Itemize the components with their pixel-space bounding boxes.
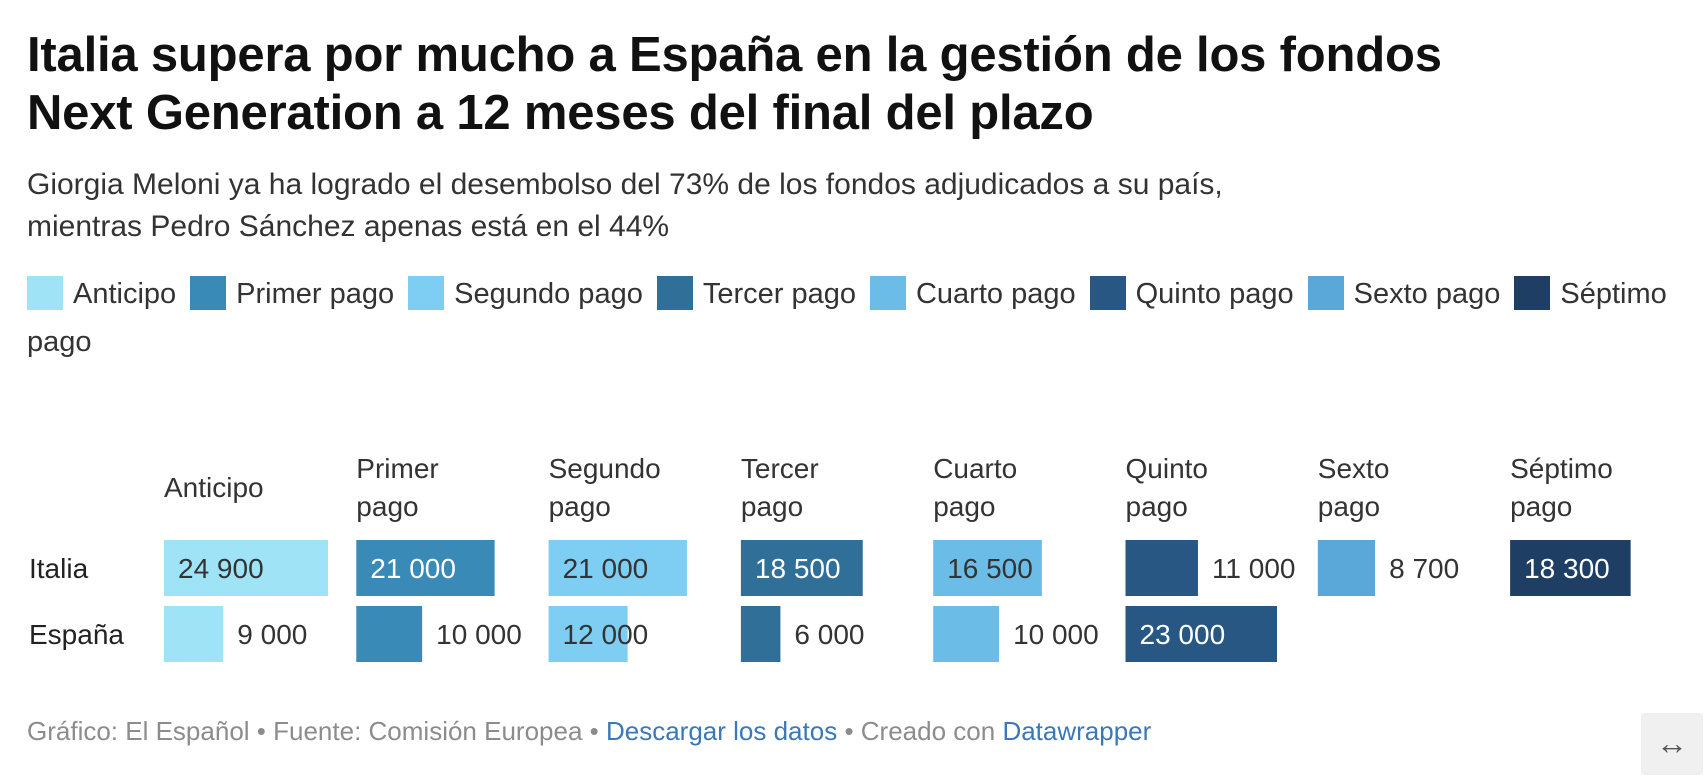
- value-label: 18 500: [755, 553, 841, 584]
- column-header: pago: [1510, 491, 1572, 522]
- legend-swatch: [1307, 276, 1344, 310]
- legend-item: Tercer pago: [656, 276, 856, 310]
- legend-label: Anticipo: [73, 278, 177, 310]
- value-label: 21 000: [563, 553, 649, 584]
- legend-label: Primer pago: [236, 278, 395, 310]
- column-header: pago: [933, 491, 995, 522]
- bar: [1125, 606, 1277, 662]
- legend-item: Sexto pago: [1307, 276, 1501, 310]
- row-label: Italia: [29, 553, 89, 584]
- column-header: Sexto: [1318, 453, 1390, 484]
- legend-swatch: [869, 276, 906, 310]
- legend-swatch: [1089, 276, 1126, 310]
- column-header: Segundo: [549, 453, 661, 484]
- footer-separator: •: [249, 716, 274, 746]
- bar: [548, 540, 687, 596]
- legend-item: Quinto pago: [1089, 276, 1294, 310]
- chart-title-line-1: Italia supera por mucho a España en la g…: [27, 28, 1442, 82]
- column-header: Anticipo: [164, 472, 264, 503]
- bar: [356, 606, 423, 662]
- value-label: 10 000: [1013, 619, 1099, 650]
- column-header: pago: [741, 491, 803, 522]
- chart-subtitle-line-1: Giorgia Meloni ya ha logrado el desembol…: [27, 168, 1223, 201]
- value-label: 11 000: [1212, 553, 1296, 584]
- bar: [164, 540, 328, 596]
- bar: [933, 540, 1042, 596]
- value-label: 9 000: [237, 619, 307, 650]
- legend-item: Anticipo: [27, 276, 177, 310]
- legend-label: Quinto pago: [1135, 278, 1294, 310]
- chart-subtitle-line-2: mientras Pedro Sánchez apenas está en el…: [27, 210, 670, 243]
- bar: [548, 606, 628, 662]
- column-header: Quinto: [1126, 453, 1209, 484]
- legend-item: Cuarto pago: [869, 276, 1076, 310]
- column-header: Séptimo: [1510, 453, 1613, 484]
- bar: [740, 606, 781, 662]
- legend-swatch: [190, 276, 227, 310]
- datawrapper-link[interactable]: Datawrapper: [1002, 716, 1152, 746]
- chart-subtitle: Giorgia Meloni ya ha logrado el desembol…: [27, 164, 1677, 248]
- legend-label: Segundo pago: [454, 278, 643, 310]
- legend-label: Sexto pago: [1353, 278, 1501, 310]
- legend-label: Cuarto pago: [915, 278, 1076, 310]
- column-header: pago: [1126, 491, 1188, 522]
- value-label: 21 000: [370, 553, 456, 584]
- legend-label: Tercer pago: [702, 278, 856, 310]
- legend-item: Séptimo pago: [27, 276, 1667, 358]
- value-label: 23 000: [1140, 619, 1226, 650]
- chart-legend: Anticipo Primer pago Segundo pago Tercer pa…: [27, 270, 1677, 366]
- value-label: 8 700: [1389, 553, 1459, 584]
- bar: [356, 540, 495, 596]
- bar: [1317, 540, 1376, 596]
- footer-separator: •: [837, 716, 861, 746]
- download-data-link[interactable]: Descargar los datos: [605, 716, 838, 746]
- chart-title-line-2: Next Generation a 12 meses del final del…: [27, 86, 1094, 140]
- column-header: pago: [356, 491, 418, 522]
- bar: [740, 540, 863, 596]
- footer-credit: Gráfico: El Español: [27, 716, 250, 746]
- legend-swatch: [1514, 276, 1551, 310]
- chart-header: Italia supera por mucho a España en la g…: [27, 26, 1677, 366]
- legend-label: Séptimo pago: [27, 278, 1667, 358]
- value-label: 6 000: [794, 619, 864, 650]
- column-header: pago: [1318, 491, 1380, 522]
- row-label: España: [29, 619, 124, 650]
- value-label: 24 900: [178, 553, 264, 584]
- expand-icon[interactable]: ↔: [1641, 713, 1703, 775]
- legend-swatch: [408, 276, 445, 310]
- bar: [1510, 540, 1631, 596]
- bar: [1125, 540, 1198, 596]
- footer-source: Fuente: Comisión Europea: [273, 716, 583, 746]
- footer-separator: •: [582, 716, 606, 746]
- bar: [933, 606, 1000, 662]
- chart-footer: Gráfico: El Español • Fuente: Comisión E…: [27, 716, 1151, 747]
- legend-item: Segundo pago: [408, 276, 643, 310]
- column-header: Cuarto: [933, 453, 1017, 484]
- bar: [164, 606, 224, 662]
- column-header: Tercer: [741, 453, 819, 484]
- value-label: 10 000: [436, 619, 522, 650]
- column-header: pago: [549, 491, 611, 522]
- legend-item: Primer pago: [190, 276, 395, 310]
- legend-swatch: [656, 276, 693, 310]
- chart-title: Italia supera por mucho a España en la g…: [27, 26, 1677, 142]
- value-label: 16 500: [947, 553, 1033, 584]
- value-label: 18 300: [1524, 553, 1610, 584]
- column-header: Primer: [356, 453, 438, 484]
- footer-created: Creado con: [860, 716, 1003, 746]
- legend-swatch: [27, 276, 63, 310]
- value-label: 12 000: [563, 619, 649, 650]
